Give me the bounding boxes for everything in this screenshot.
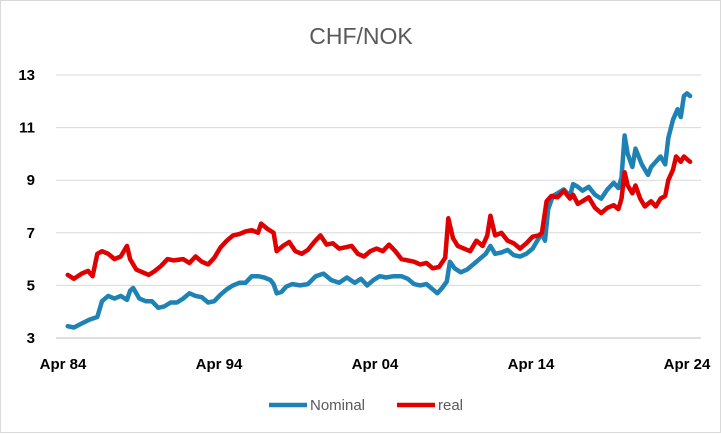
y-tick-label: 13 (18, 67, 35, 84)
x-tick-label: Apr 84 (40, 356, 87, 373)
legend-label-nominal: Nominal (310, 397, 365, 414)
y-axis-ticks: 3 5 7 9 11 13 (18, 67, 35, 347)
x-tick-label: Apr 14 (508, 356, 555, 373)
x-tick-label: Apr 94 (196, 356, 243, 373)
y-tick-label: 7 (27, 225, 35, 242)
y-tick-label: 11 (19, 120, 35, 137)
x-tick-label: Apr 24 (664, 356, 711, 373)
y-tick-label: 3 (27, 330, 35, 347)
y-tick-label: 5 (27, 277, 35, 294)
x-tick-label: Apr 04 (352, 356, 399, 373)
series-line-nominal (65, 91, 693, 330)
y-tick-label: 9 (27, 172, 35, 189)
gridlines (56, 74, 701, 286)
x-axis-ticks: Apr 84 Apr 94 Apr 04 Apr 14 Apr 24 (40, 356, 711, 373)
series-line-real (65, 154, 693, 282)
chart-title: CHF/NOK (309, 23, 413, 49)
series-group (65, 91, 693, 330)
legend-label-real: real (438, 397, 463, 414)
legend: Nominal real (269, 397, 463, 414)
